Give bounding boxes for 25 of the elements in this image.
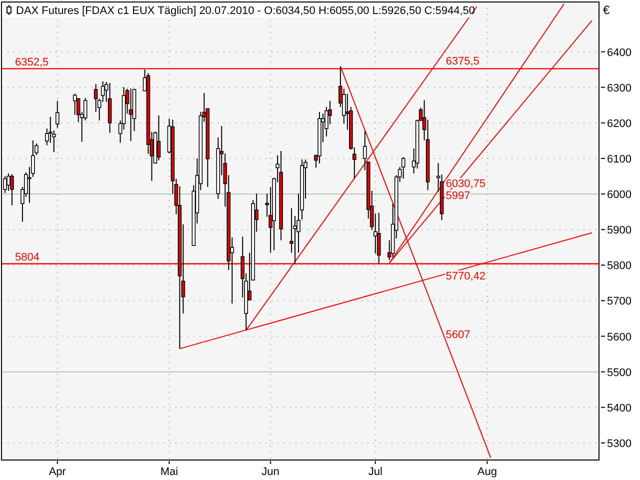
y-tick-label: 6100 <box>607 153 632 166</box>
y-tick-label: 6200 <box>607 118 632 130</box>
y-tick-label: 5700 <box>607 296 632 308</box>
chart-title: DAX Futures [FDAX c1 EUX Täglich] 20.07.2010 - O:6034,50 H:6055,00 L:5926,50 C:5944,50 <box>16 5 476 17</box>
y-tick-label: 5300 <box>607 438 632 450</box>
annotation: 5770,42 <box>446 270 486 283</box>
x-tick-label: Aug <box>477 466 497 478</box>
annotation: 5607 <box>446 328 470 341</box>
y-tick-label: 6000 <box>607 189 632 202</box>
x-tick-label: Apr <box>48 466 66 478</box>
y-tick-label: 6300 <box>607 82 632 94</box>
y-axis-title: € <box>603 3 610 17</box>
y-tick-label: 5800 <box>607 260 632 272</box>
x-tick-label: Mai <box>160 466 178 478</box>
ref-line-label: 6352,5 <box>15 56 49 69</box>
ref-line-label: 5804 <box>15 252 40 264</box>
x-tick-label: Jul <box>368 466 382 478</box>
y-tick-label: 5900 <box>607 224 632 237</box>
y-tick-label: 5600 <box>607 331 632 344</box>
annotation: 5997 <box>446 190 470 202</box>
y-tick-label: 6400 <box>607 46 632 59</box>
y-tick-label: 5400 <box>607 402 632 414</box>
annotation: 6375,5 <box>446 55 480 68</box>
y-tick-label: 5500 <box>607 366 632 379</box>
x-tick-label: Jun <box>262 466 280 478</box>
